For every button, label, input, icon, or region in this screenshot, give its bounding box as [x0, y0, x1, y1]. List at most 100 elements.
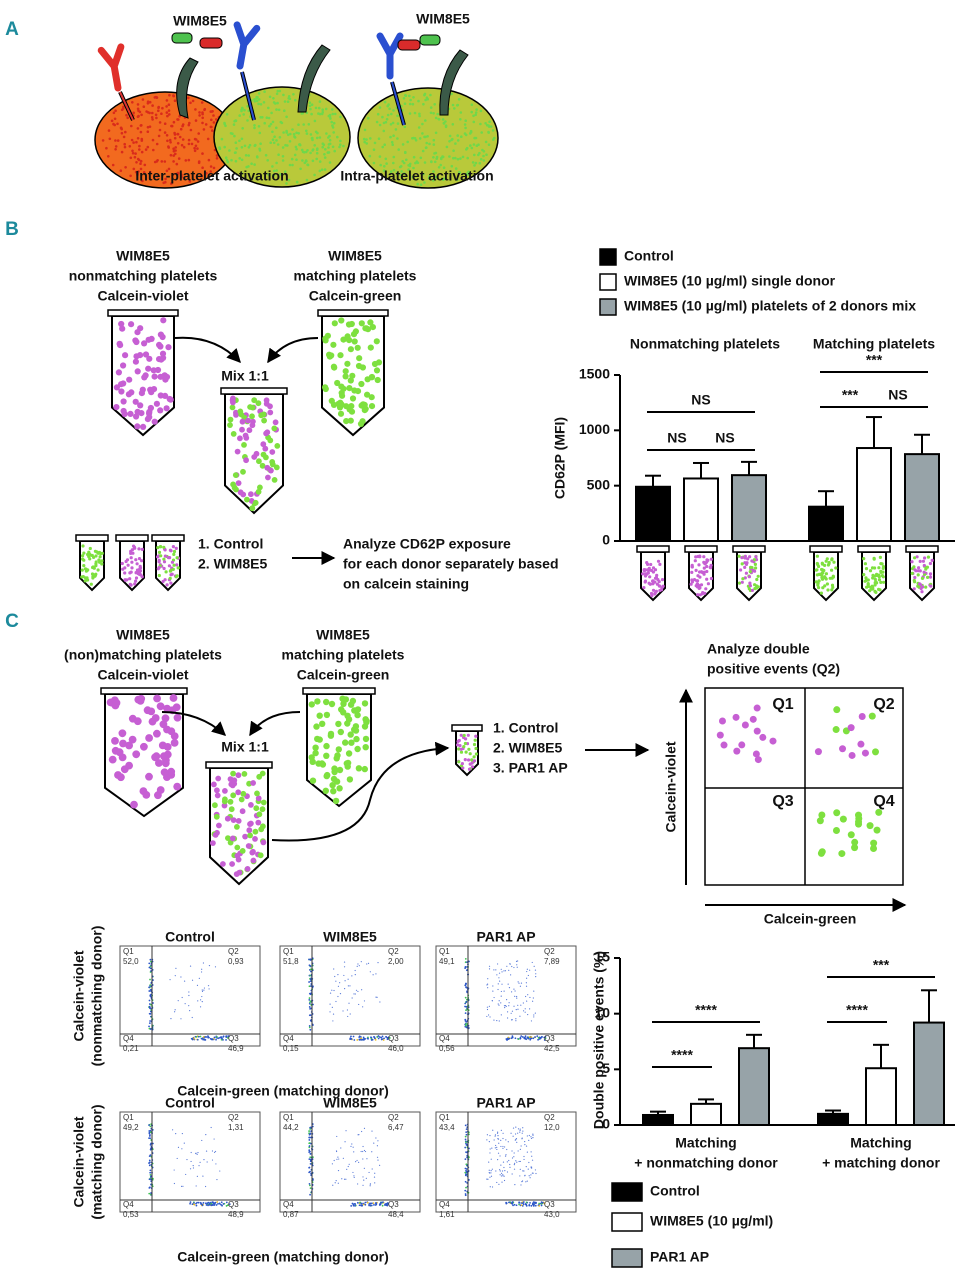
event: [506, 1037, 509, 1040]
event: [525, 995, 527, 998]
gate-name: Q2: [388, 947, 399, 956]
gate-value: 46,9: [228, 1044, 244, 1053]
event: [308, 1006, 311, 1008]
platelet-dot: [311, 148, 315, 151]
event: [496, 974, 498, 976]
platelet-dot: [339, 143, 342, 146]
event-dot: [873, 826, 881, 834]
event: [364, 1037, 367, 1040]
platelet-dot: [448, 155, 451, 158]
event: [345, 1178, 347, 1180]
tube-dot: [126, 376, 133, 383]
platelet-dot: [246, 105, 249, 108]
tube-dot: [132, 544, 136, 548]
tube-dot: [472, 759, 477, 763]
platelet-dot: [286, 100, 290, 103]
platelet-dot: [198, 114, 201, 117]
platelet-dot: [112, 122, 115, 126]
tube-dot: [330, 363, 337, 370]
tube-rim: [75, 534, 109, 542]
event: [497, 1159, 499, 1161]
platelet-dot: [268, 124, 271, 128]
event: [520, 1035, 523, 1038]
platelet-dot: [272, 169, 276, 173]
event: [308, 1130, 311, 1132]
event: [148, 1130, 151, 1132]
tube-dot: [148, 335, 155, 342]
tube-dot: [463, 758, 467, 762]
event: [490, 1175, 493, 1177]
platelet-dot: [323, 156, 327, 159]
mix-label: Mix 1:1: [221, 739, 269, 755]
tube-dot: [924, 567, 928, 571]
event-dot: [753, 704, 761, 712]
event: [206, 1202, 209, 1205]
tube-dot: [160, 317, 167, 324]
tube-dot: [82, 551, 86, 555]
tube-dot: [129, 556, 133, 560]
tube-dot: [255, 795, 262, 802]
platelet-dot: [306, 163, 309, 166]
platelet-dot: [151, 118, 154, 121]
event: [189, 1010, 191, 1012]
platelet-dot: [385, 162, 388, 165]
event: [514, 1184, 516, 1186]
platelet-dot: [247, 109, 250, 113]
tube-dot: [709, 576, 714, 581]
tube-dot: [246, 427, 253, 434]
event: [189, 965, 192, 967]
platelet-dot: [187, 158, 191, 162]
event: [464, 1174, 467, 1177]
event: [205, 1134, 207, 1136]
platelet-dot: [487, 130, 490, 134]
event: [510, 974, 512, 976]
event: [520, 1184, 522, 1186]
event: [536, 1035, 539, 1038]
platelet-dot: [140, 124, 143, 127]
platelet-dot: [238, 114, 241, 117]
platelet-dot: [422, 102, 425, 106]
arrow: [249, 711, 301, 737]
event: [513, 1168, 516, 1170]
tube-dot: [698, 575, 702, 579]
platelet-dot: [255, 99, 259, 103]
platelet-dot: [139, 162, 142, 165]
event: [504, 1006, 506, 1009]
gate-value: 52,0: [123, 957, 139, 966]
event: [149, 1125, 152, 1128]
tube-dot: [232, 472, 239, 478]
event: [533, 990, 535, 992]
y-tick-label: 0: [602, 1116, 610, 1132]
y-tick-label: 15: [594, 949, 610, 965]
tube-dot: [157, 573, 161, 578]
tube-dot: [140, 559, 144, 563]
event: [185, 1173, 187, 1176]
event: [532, 1137, 534, 1139]
gate-name: Q1: [123, 947, 134, 956]
platelet-dot: [324, 107, 328, 111]
platelet-dot: [463, 132, 467, 135]
platelet-dot: [404, 150, 407, 154]
platelet-dot: [430, 160, 433, 163]
platelet-dot: [259, 142, 262, 145]
event: [364, 1203, 367, 1206]
tube-dot: [864, 576, 868, 580]
platelet-dot: [479, 158, 483, 161]
tube-dot: [175, 556, 179, 560]
tube-dot: [743, 554, 748, 558]
platelet-dot: [305, 129, 308, 133]
event: [190, 1160, 192, 1163]
event: [464, 1135, 467, 1138]
event: [464, 1180, 467, 1183]
event: [375, 996, 377, 998]
platelet-dot: [292, 132, 296, 136]
event: [148, 1159, 151, 1162]
gate-value: 49,2: [123, 1123, 139, 1132]
event: [148, 1025, 150, 1028]
platelet-dot: [383, 143, 387, 146]
event: [356, 1039, 359, 1041]
tube-dot: [141, 340, 148, 347]
tube-dot: [222, 796, 228, 803]
legend-swatch: [599, 248, 617, 266]
tube-dot: [245, 417, 252, 424]
